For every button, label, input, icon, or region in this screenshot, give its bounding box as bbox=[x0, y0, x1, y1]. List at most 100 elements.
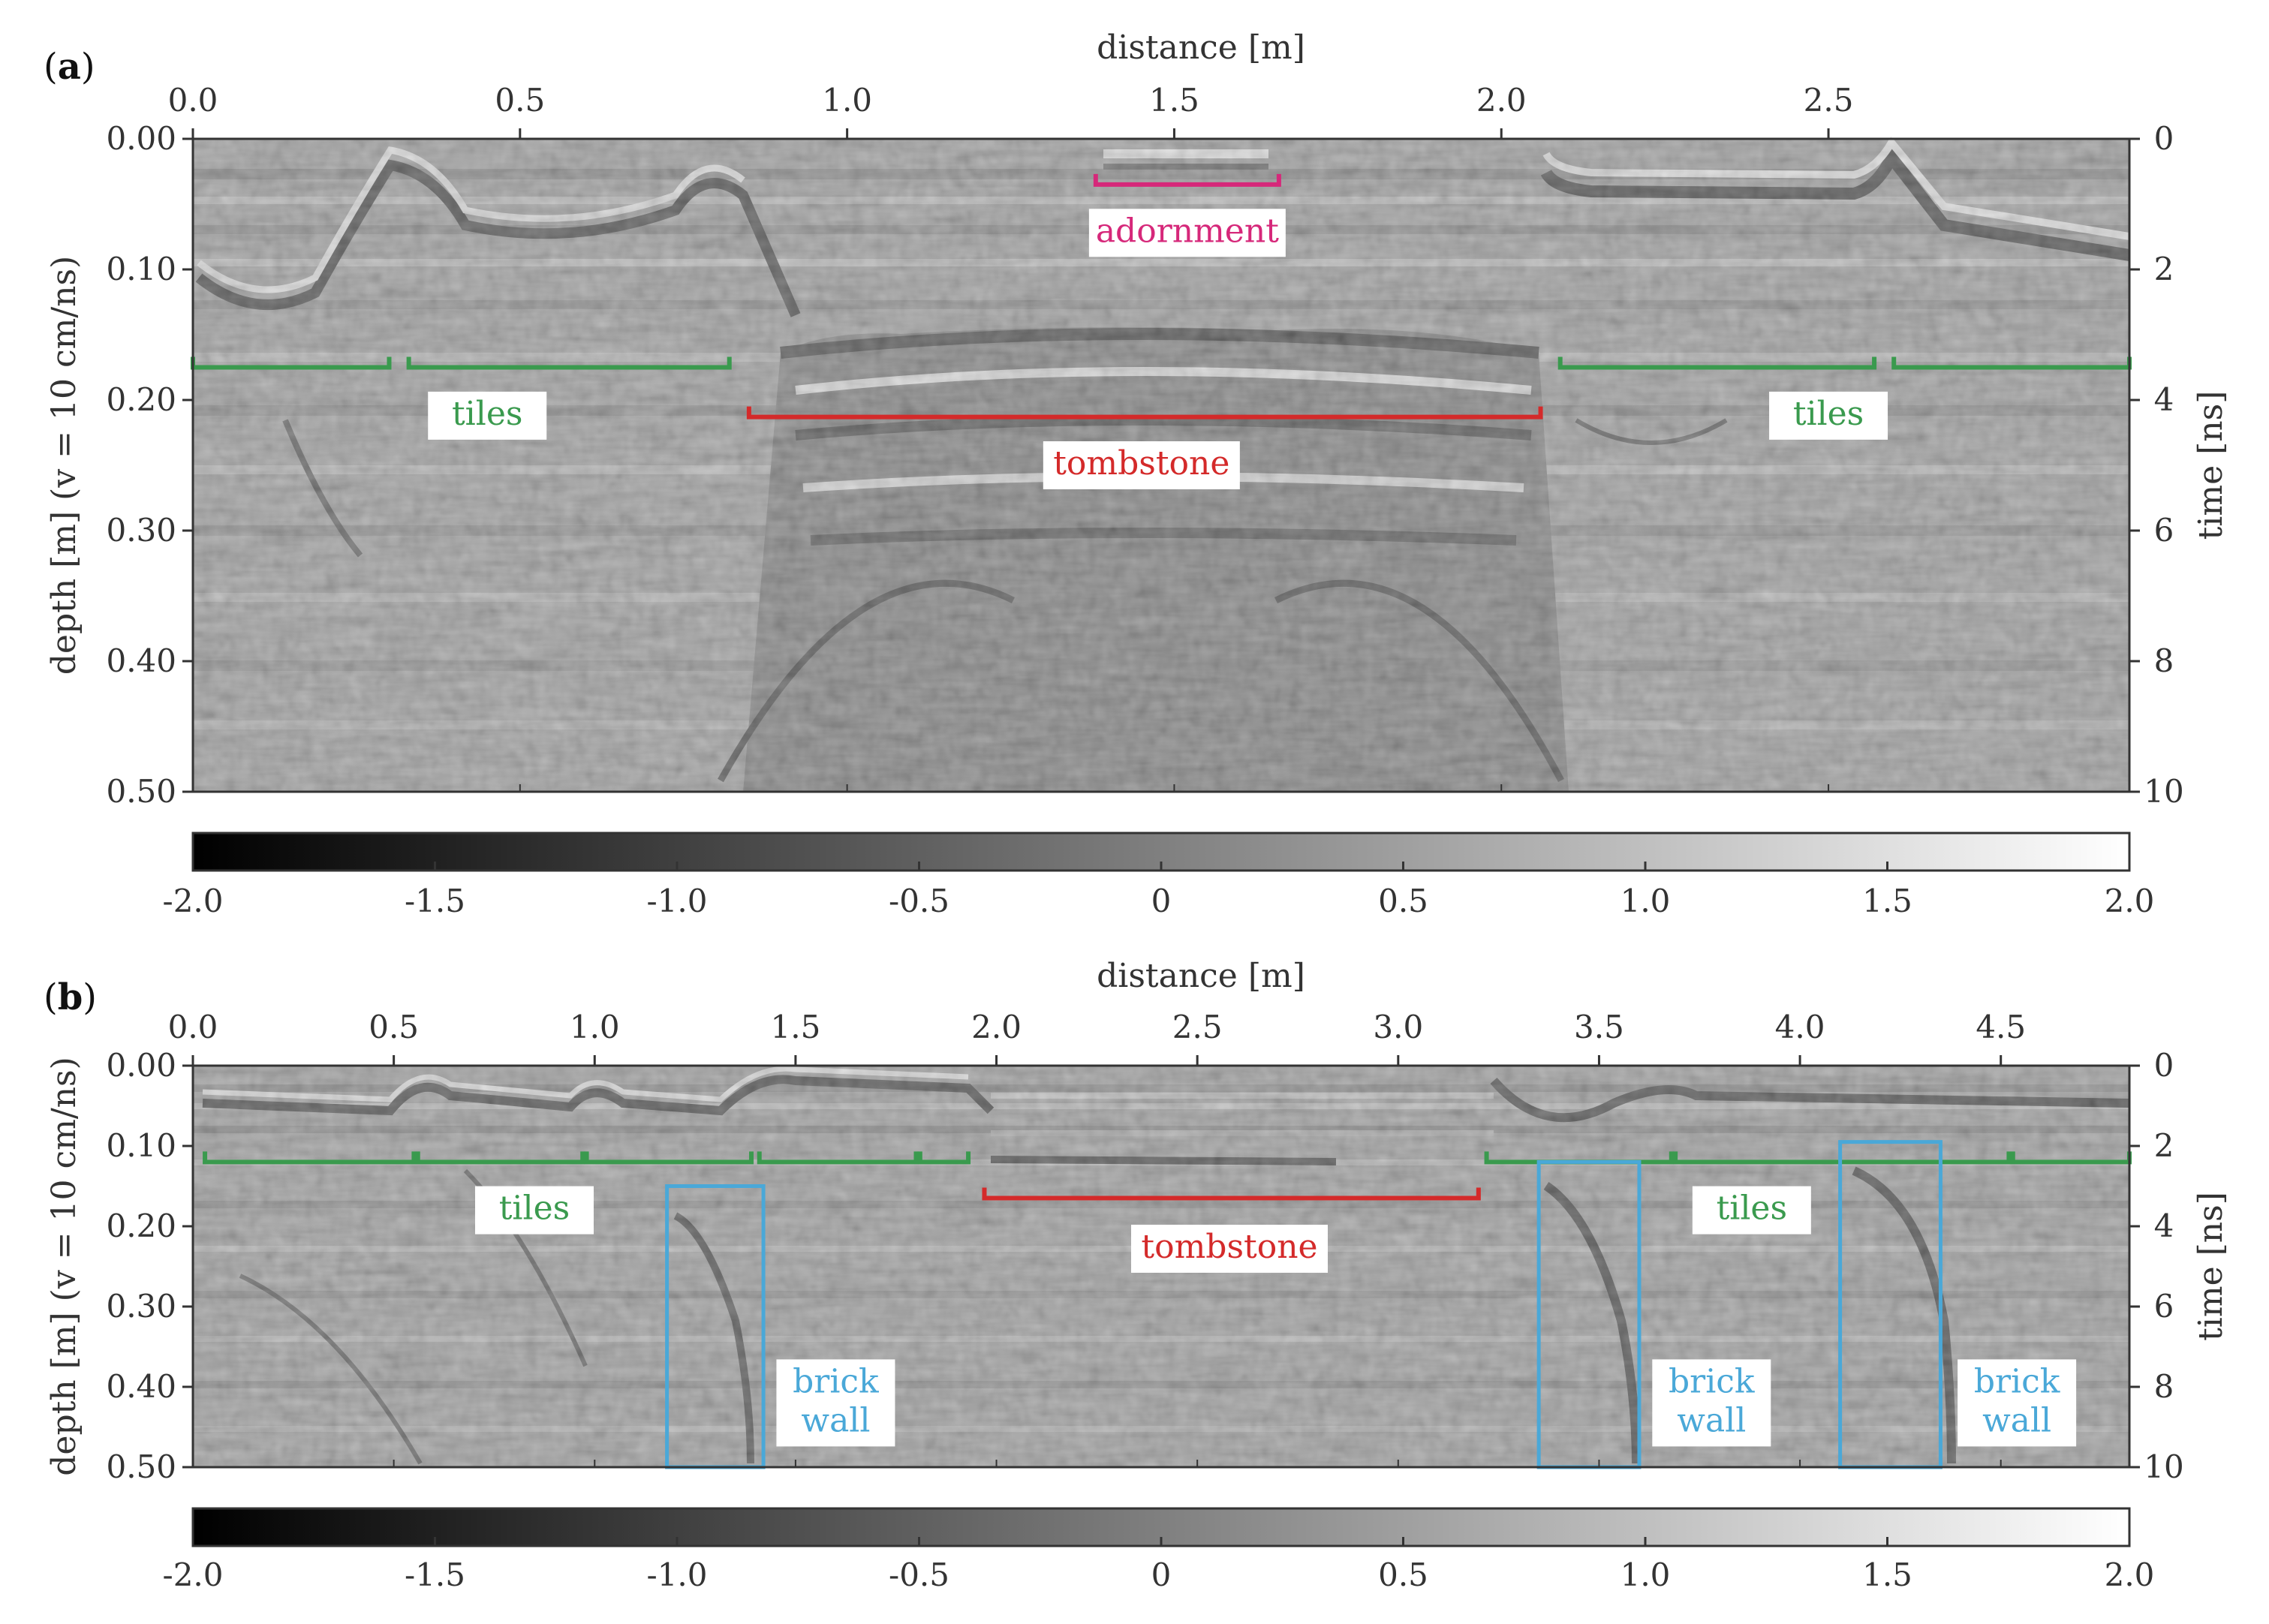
y-tick-label: 0.20 bbox=[106, 381, 176, 418]
y-tick-label: 0.10 bbox=[106, 251, 176, 287]
colorbar-tick-label: -1.0 bbox=[647, 1556, 708, 1593]
x-tick-label: 1.5 bbox=[771, 1009, 821, 1045]
time-tick-label: 4 bbox=[2154, 381, 2174, 418]
y-tick-label: 0.30 bbox=[106, 512, 176, 549]
x-tick-label: 2.5 bbox=[1172, 1009, 1223, 1045]
panel-b: (b) distance [m] bbox=[44, 957, 2230, 1593]
x-tick-label: 1.5 bbox=[1149, 82, 1199, 119]
x-tick-label: 2.0 bbox=[971, 1009, 1022, 1045]
time-tick-label: 8 bbox=[2154, 642, 2174, 679]
annotation-label-line: brick bbox=[1669, 1362, 1755, 1400]
y-tick-label: 0.50 bbox=[106, 773, 176, 810]
panel-a-axes: 0.0 0.5 1.0 1.5 2.0 2.5 0.00 0.10 0.20 0.30 0.40 0.… bbox=[45, 82, 2230, 810]
y-tick-label: 0.40 bbox=[106, 1368, 176, 1405]
annotation-label-line: wall bbox=[801, 1401, 870, 1439]
time-tick-label: 0 bbox=[2154, 120, 2174, 157]
annotation-label: tiles bbox=[1793, 395, 1864, 433]
annotation-label-bg bbox=[1958, 1359, 2077, 1447]
annotation-label: tiles bbox=[1717, 1189, 1787, 1228]
annotation-tiles: tiles bbox=[406, 356, 732, 440]
colorbar-tick-label: -2.0 bbox=[163, 1556, 224, 1593]
colorbar-gradient bbox=[191, 1507, 2131, 1547]
y-tick-label: 0.20 bbox=[106, 1207, 176, 1244]
tiles-bracket bbox=[406, 356, 732, 370]
colorbar-tick-label: -1.5 bbox=[405, 883, 465, 919]
tombstone-bracket bbox=[982, 1187, 1481, 1201]
y-tick-label: 0.50 bbox=[106, 1448, 176, 1485]
time-tick-label: 4 bbox=[2154, 1207, 2174, 1244]
x-tick-label: 3.5 bbox=[1574, 1009, 1624, 1045]
panel-b-xlabel: distance [m] bbox=[1097, 957, 1305, 995]
annotation-label-line: brick bbox=[793, 1362, 879, 1400]
annotation-label-bg bbox=[428, 391, 547, 440]
annotation-label-bg bbox=[776, 1359, 895, 1447]
y-tick-label: 0.00 bbox=[106, 1047, 176, 1084]
tiles-bracket bbox=[1557, 356, 1877, 370]
x-tick-label: 1.0 bbox=[822, 82, 872, 119]
colorbar-tick-label: -0.5 bbox=[889, 883, 949, 919]
adornment-bracket bbox=[1093, 173, 1281, 187]
x-tick-label: 2.5 bbox=[1804, 82, 1854, 119]
y-axis-label-time: time [ns] bbox=[2192, 391, 2230, 540]
panel-a-annotations: adornment tiles tombstone tiles bbox=[191, 173, 2132, 489]
annotation-label-bg bbox=[474, 1186, 594, 1235]
panel-a-frame bbox=[191, 137, 2131, 793]
tiles-bracket bbox=[757, 1151, 919, 1165]
x-tick-label: 0.0 bbox=[168, 82, 218, 119]
annotation-tombstone: tombstone bbox=[982, 1187, 1481, 1273]
x-tick-label: 4.5 bbox=[1976, 1009, 2026, 1045]
x-tick-label: 4.0 bbox=[1775, 1009, 1825, 1045]
annotation-tiles bbox=[757, 1151, 919, 1165]
colorbar-tick-label: 0.5 bbox=[1378, 883, 1428, 919]
annotation-tiles: tiles bbox=[1673, 1151, 2012, 1235]
annotation-tiles bbox=[584, 1151, 754, 1165]
x-tick-label: 0.0 bbox=[168, 1009, 218, 1045]
annotation-label-bg bbox=[1769, 391, 1888, 440]
y-axis-label-time: time [ns] bbox=[2192, 1192, 2230, 1341]
x-tick-label: 0.5 bbox=[369, 1009, 419, 1045]
annotation-label: brick wall bbox=[1669, 1362, 1755, 1439]
panel-a-colorbar: -2.0 -1.5 -1.0 -0.5 0 0.5 1.0 1.5 2.0 bbox=[163, 832, 2155, 919]
panel-b-colorbar: -2.0 -1.5 -1.0 -0.5 0 0.5 1.0 1.5 2.0 bbox=[163, 1507, 2155, 1593]
panel-b-axes: 0.0 0.5 1.0 1.5 2.0 2.5 3.0 3.5 4.0 4.5 0.00 0.10 0.… bbox=[45, 1009, 2230, 1485]
y-tick-label: 0.10 bbox=[106, 1127, 176, 1164]
colorbar-tick-label: 2.0 bbox=[2105, 1556, 2155, 1593]
annotation-brick-wall: brick wall bbox=[1838, 1140, 2077, 1469]
tiles-bracket bbox=[917, 1151, 971, 1165]
time-tick-label: 10 bbox=[2144, 773, 2183, 810]
colorbar-tick-label: 1.5 bbox=[1862, 1556, 1912, 1593]
time-tick-label: 10 bbox=[2144, 1448, 2183, 1485]
x-tick-label: 0.5 bbox=[495, 82, 545, 119]
annotation-tiles: tiles bbox=[1557, 356, 1888, 440]
tiles-bracket bbox=[415, 1151, 585, 1165]
panel-a: (a) distance [m] bbox=[44, 29, 2230, 919]
time-tick-label: 2 bbox=[2154, 1127, 2174, 1164]
colorbar-tick-label: 2.0 bbox=[2105, 883, 2155, 919]
annotation-label-bg bbox=[1692, 1186, 1811, 1235]
annotation-label: tiles bbox=[499, 1189, 570, 1228]
annotation-tiles: tiles bbox=[415, 1151, 594, 1235]
colorbar-tick-label: -1.0 bbox=[647, 883, 708, 919]
y-axis-label-depth: depth [m] (v = 10 cm/ns) bbox=[45, 256, 83, 675]
colorbar-tick-label: 1.0 bbox=[1620, 883, 1671, 919]
time-tick-label: 8 bbox=[2154, 1368, 2174, 1405]
panel-a-label: (a) bbox=[44, 46, 95, 88]
annotation-label-line: wall bbox=[1677, 1401, 1746, 1439]
tiles-bracket bbox=[1673, 1151, 2012, 1165]
annotation-label: tiles bbox=[452, 395, 522, 433]
y-axis-label-depth: depth [m] (v = 10 cm/ns) bbox=[45, 1057, 83, 1476]
colorbar-tick-label: -2.0 bbox=[163, 883, 224, 919]
x-tick-label: 1.0 bbox=[570, 1009, 620, 1045]
x-tick-label: 3.0 bbox=[1373, 1009, 1423, 1045]
annotation-tiles bbox=[917, 1151, 971, 1165]
annotation-label: adornment bbox=[1096, 212, 1279, 250]
colorbar-tick-label: 1.0 bbox=[1620, 1556, 1671, 1593]
annotation-label-line: brick bbox=[1974, 1362, 2060, 1400]
annotation-label: tombstone bbox=[1141, 1228, 1317, 1266]
colorbar-tick-label: -0.5 bbox=[889, 1556, 949, 1593]
annotation-label: brick wall bbox=[793, 1362, 879, 1439]
colorbar-tick-label: 0.5 bbox=[1378, 1556, 1428, 1593]
tiles-bracket bbox=[203, 1151, 417, 1165]
annotation-adornment: adornment bbox=[1088, 173, 1286, 257]
time-tick-label: 2 bbox=[2154, 251, 2174, 287]
